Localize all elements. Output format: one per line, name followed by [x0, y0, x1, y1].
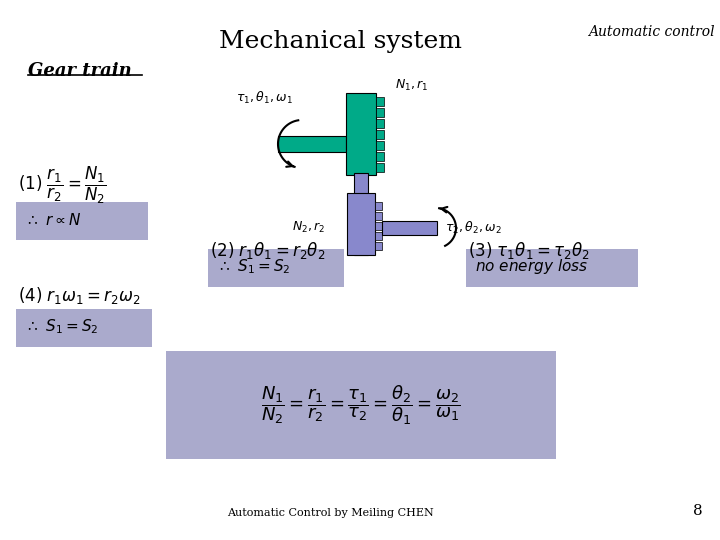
Bar [376, 163, 384, 172]
FancyBboxPatch shape [166, 351, 556, 459]
FancyBboxPatch shape [16, 202, 148, 240]
Text: $\therefore\ r \propto N$: $\therefore\ r \propto N$ [25, 212, 81, 228]
Text: $(1)\ \dfrac{r_1}{r_2} = \dfrac{N_1}{N_2}$: $(1)\ \dfrac{r_1}{r_2} = \dfrac{N_1}{N_2… [18, 165, 107, 206]
Text: Gear train: Gear train [28, 62, 132, 80]
Text: $N_2, r_2$: $N_2, r_2$ [292, 220, 325, 235]
Text: $\therefore\ S_1 = S_2$: $\therefore\ S_1 = S_2$ [25, 318, 99, 336]
Bar [375, 222, 382, 230]
Bar [375, 202, 382, 210]
Bar [278, 136, 346, 152]
Bar [376, 141, 384, 150]
Bar [347, 193, 375, 255]
Text: $(3)\ \tau_1\theta_1 = \tau_2\theta_2$: $(3)\ \tau_1\theta_1 = \tau_2\theta_2$ [468, 240, 590, 261]
Bar [376, 152, 384, 161]
Bar [375, 232, 382, 240]
Text: $\tau_2, \theta_2, \omega_2$: $\tau_2, \theta_2, \omega_2$ [445, 220, 502, 236]
Bar [376, 97, 384, 106]
FancyBboxPatch shape [466, 249, 638, 287]
Text: $N_1, r_1$: $N_1, r_1$ [395, 78, 428, 93]
FancyBboxPatch shape [16, 309, 152, 347]
Bar [354, 173, 368, 255]
Text: $no\ energy\ loss$: $no\ energy\ loss$ [475, 258, 588, 276]
Text: Mechanical system: Mechanical system [219, 30, 462, 53]
Text: $(4)\ r_1\omega_1 = r_2\omega_2$: $(4)\ r_1\omega_1 = r_2\omega_2$ [18, 285, 141, 306]
Bar [376, 119, 384, 128]
Text: $\dfrac{N_1}{N_2} = \dfrac{r_1}{r_2} = \dfrac{\tau_1}{\tau_2} = \dfrac{\theta_2}: $\dfrac{N_1}{N_2} = \dfrac{r_1}{r_2} = \… [261, 383, 461, 427]
FancyBboxPatch shape [208, 249, 344, 287]
Bar [375, 242, 382, 250]
Bar [382, 221, 437, 235]
Text: Automatic control: Automatic control [588, 25, 715, 39]
Bar [375, 212, 382, 220]
Text: $\tau_1, \theta_1, \omega_1$: $\tau_1, \theta_1, \omega_1$ [236, 90, 293, 106]
Text: $\therefore\ S_1 = S_2$: $\therefore\ S_1 = S_2$ [217, 258, 291, 276]
Bar [346, 93, 376, 175]
Bar [376, 130, 384, 139]
Text: 8: 8 [693, 504, 703, 518]
Text: $(2)\ r_1\theta_1 = r_2\theta_2$: $(2)\ r_1\theta_1 = r_2\theta_2$ [210, 240, 325, 261]
Bar [376, 108, 384, 117]
Text: Automatic Control by Meiling CHEN: Automatic Control by Meiling CHEN [227, 508, 433, 518]
